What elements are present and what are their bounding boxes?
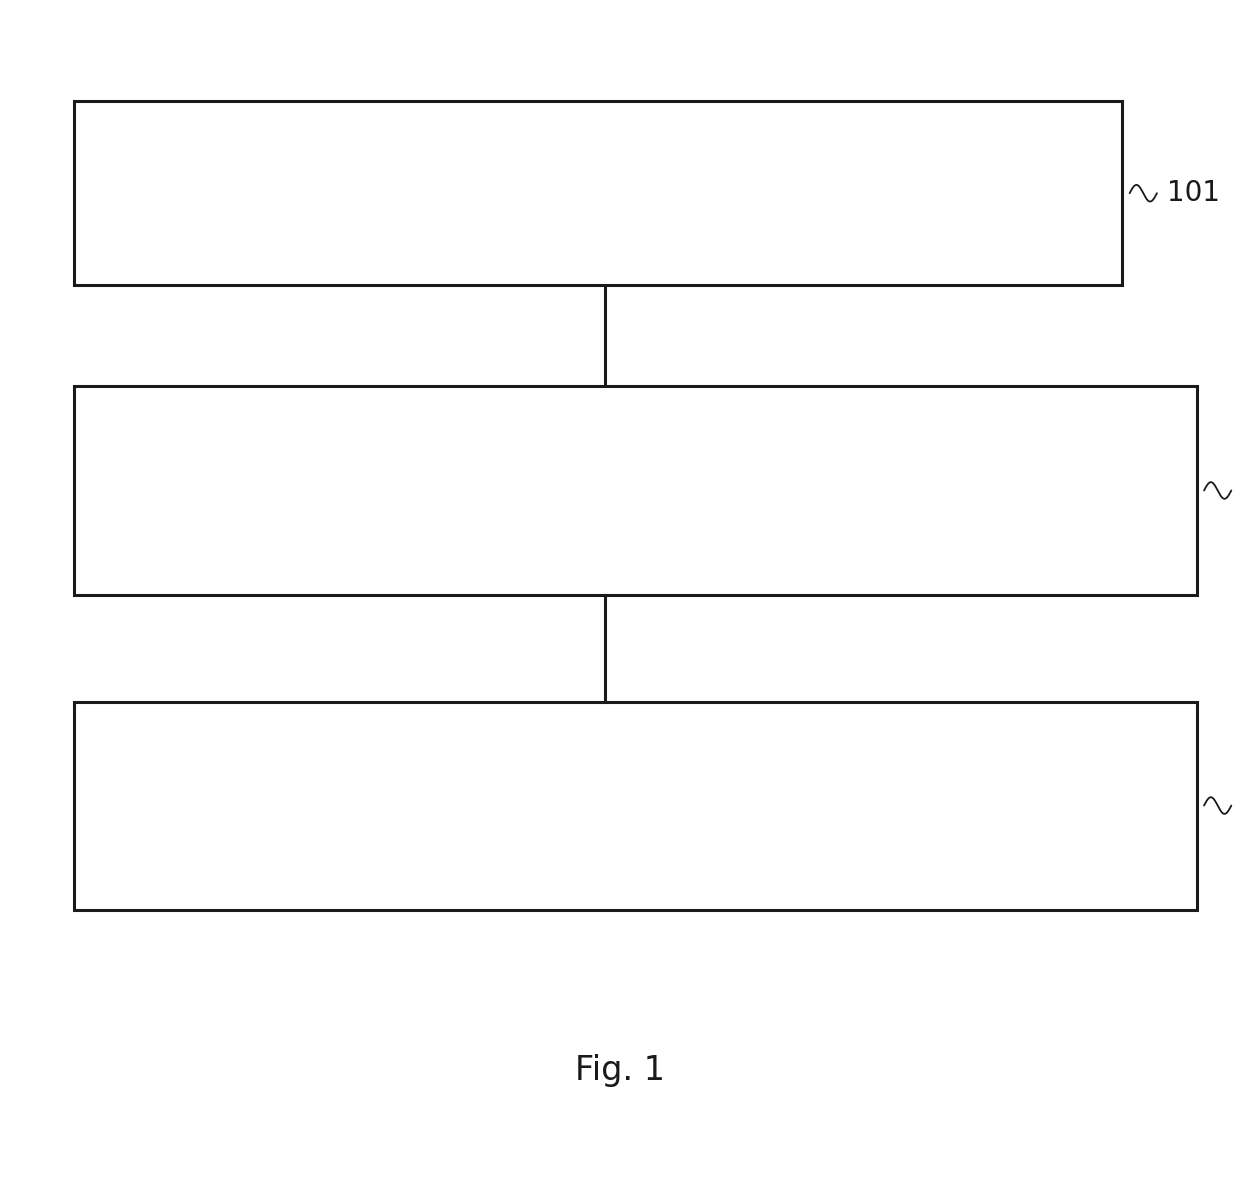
Text: 101: 101 — [1167, 180, 1220, 207]
Bar — [74, 101, 1122, 285]
Text: Fig. 1: Fig. 1 — [575, 1053, 665, 1087]
Bar — [74, 702, 1197, 910]
Bar — [74, 386, 1197, 594]
